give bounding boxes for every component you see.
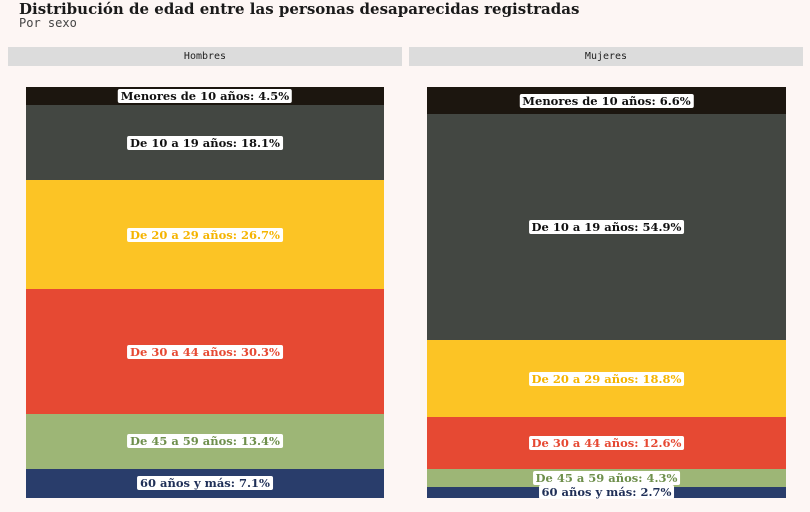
chart-subtitle: Por sexo (19, 16, 77, 30)
chart-title: Distribución de edad entre las personas … (19, 0, 580, 18)
data-label-mujeres-1: De 10 a 19 años: 54.9% (528, 220, 685, 235)
data-label-mujeres-4: De 45 a 59 años: 4.3% (532, 471, 681, 486)
data-label-hombres-4: De 45 a 59 años: 13.4% (127, 434, 283, 449)
data-label-hombres-5: 60 años y más: 7.1% (137, 476, 273, 491)
data-label-mujeres-0: Menores de 10 años: 6.6% (519, 93, 694, 108)
data-label-hombres-0: Menores de 10 años: 4.5% (117, 89, 293, 104)
stacked-bar-hombres: Menores de 10 años: 4.5% De 10 a 19 años:… (26, 87, 384, 498)
data-label-hombres-3: De 30 a 44 años: 30.3% (127, 344, 283, 359)
panel-header-hombres: Hombres (8, 47, 402, 66)
panel-header-mujeres: Mujeres (409, 47, 803, 66)
data-label-hombres-1: De 10 a 19 años: 18.1% (127, 135, 283, 150)
data-label-mujeres-3: De 30 a 44 años: 12.6% (528, 436, 685, 451)
data-label-mujeres-5: 60 años y más: 2.7% (538, 485, 675, 499)
stacked-bar-mujeres: Menores de 10 años: 6.6% De 10 a 19 años:… (427, 87, 786, 499)
data-label-mujeres-2: De 20 a 29 años: 18.8% (528, 371, 685, 386)
data-label-hombres-2: De 20 a 29 años: 26.7% (127, 227, 283, 242)
